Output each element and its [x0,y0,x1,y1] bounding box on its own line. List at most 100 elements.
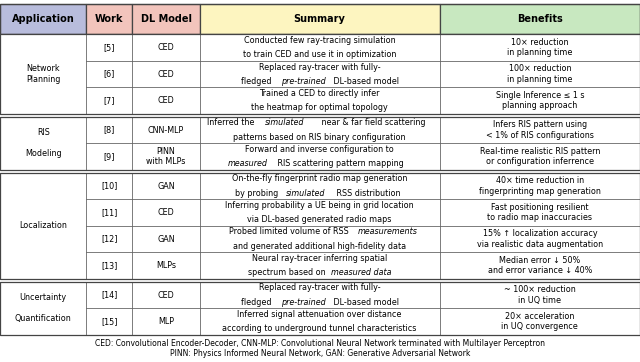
Bar [86,226,132,252]
Bar [132,87,200,114]
Text: the heatmap for optimal topology: the heatmap for optimal topology [252,103,388,112]
Text: CED: CED [157,70,175,79]
Text: patterns based on RIS binary configuration: patterns based on RIS binary configurati… [234,132,406,142]
Text: On-the-fly fingerprint radio map generation: On-the-fly fingerprint radio map generat… [232,174,408,184]
Text: Inferred signal attenuation over distance: Inferred signal attenuation over distanc… [237,310,402,319]
Bar [86,4,132,34]
Bar [0,173,86,279]
Bar [86,252,132,279]
Text: 15% ↑ localization accuracy
via realistic data augmentation: 15% ↑ localization accuracy via realisti… [477,230,603,249]
Text: simulated: simulated [265,118,305,127]
Text: 10× reduction
in planning time: 10× reduction in planning time [507,38,573,57]
Bar [0,4,640,34]
Bar [440,87,640,114]
Text: Summary: Summary [294,14,346,24]
Bar [440,34,640,61]
Bar [200,226,440,252]
Text: DL-based model: DL-based model [332,298,399,307]
Bar [200,173,440,199]
Bar [200,117,440,143]
Text: PINN
with MLPs: PINN with MLPs [147,147,186,166]
Bar [440,4,640,34]
Bar [132,252,200,279]
Text: Benefits: Benefits [517,14,563,24]
Text: CED: CED [157,208,175,217]
Text: Forward and inverse configuration to: Forward and inverse configuration to [245,145,394,154]
Text: Probed limited volume of RSS: Probed limited volume of RSS [229,227,351,236]
Text: 40× time reduction in
fingerprinting map generation: 40× time reduction in fingerprinting map… [479,176,601,196]
Text: Real-time realistic RIS pattern
or configuration inferrence: Real-time realistic RIS pattern or confi… [479,147,600,166]
Text: spectrum based on: spectrum based on [248,268,328,277]
Bar [440,226,640,252]
Bar [132,308,200,335]
Bar [86,282,132,308]
Text: [12]: [12] [101,235,118,244]
Text: to train CED and use it in optimization: to train CED and use it in optimization [243,50,396,59]
Bar [200,199,440,226]
Text: and generated additional high-fidelity data: and generated additional high-fidelity d… [233,241,406,251]
Bar [86,117,132,143]
Bar [440,308,640,335]
Bar [132,143,200,170]
Text: measurements: measurements [358,227,417,236]
Bar [132,61,200,87]
Bar [200,282,440,308]
Bar [200,4,440,34]
Text: [8]: [8] [104,126,115,135]
Text: 20× acceleration
in UQ convergence: 20× acceleration in UQ convergence [502,312,578,331]
Bar [440,143,640,170]
Text: CED: CED [157,43,175,52]
Text: MLPs: MLPs [156,261,176,270]
Text: CNN-MLP: CNN-MLP [148,126,184,135]
Text: [5]: [5] [104,43,115,52]
Text: [9]: [9] [104,152,115,161]
Text: [13]: [13] [101,261,118,270]
Bar [0,4,86,34]
Bar [0,282,86,335]
Text: Fast positioning resilient
to radio map inaccuracies: Fast positioning resilient to radio map … [487,203,593,222]
Bar [86,199,132,226]
Text: RIS scattering pattern mapping: RIS scattering pattern mapping [275,159,404,168]
Text: MLP: MLP [158,317,174,326]
Bar [132,199,200,226]
Text: Uncertainty

Quantification: Uncertainty Quantification [15,293,72,323]
Text: Replaced ray-tracer with fully-: Replaced ray-tracer with fully- [259,283,381,292]
Text: near & far field scattering: near & far field scattering [319,118,426,127]
Text: CED: CED [157,291,175,299]
Text: CED: CED [157,96,175,105]
Text: Inferred the: Inferred the [207,118,257,127]
Bar [86,87,132,114]
Bar [86,143,132,170]
Text: [14]: [14] [101,291,118,299]
Text: measured: measured [227,159,268,168]
Text: by probing: by probing [235,189,281,198]
Text: simulated: simulated [286,189,325,198]
Text: fledged: fledged [241,298,274,307]
Bar [0,34,640,114]
Bar [440,173,640,199]
Bar [86,173,132,199]
Text: [15]: [15] [101,317,118,326]
Text: according to underground tunnel characteristics: according to underground tunnel characte… [223,324,417,333]
Bar [440,61,640,87]
Bar [132,173,200,199]
Bar [132,117,200,143]
Bar [440,117,640,143]
Text: Inferring probability a UE being in grid location: Inferring probability a UE being in grid… [225,201,414,210]
Bar [86,61,132,87]
Text: Replaced ray-tracer with fully-: Replaced ray-tracer with fully- [259,63,381,72]
Text: GAN: GAN [157,235,175,244]
Text: [11]: [11] [101,208,118,217]
Bar [200,308,440,335]
Text: measured data: measured data [332,268,392,277]
Text: pre-trained: pre-trained [281,77,326,86]
Text: GAN: GAN [157,182,175,190]
Bar [0,282,640,335]
Bar [0,117,86,170]
Text: fledged: fledged [241,77,274,86]
Bar [200,61,440,87]
Text: Neural ray-tracer inferring spatial: Neural ray-tracer inferring spatial [252,254,387,263]
Bar [0,173,640,279]
Bar [132,4,200,34]
Text: Network
Planning: Network Planning [26,64,60,84]
